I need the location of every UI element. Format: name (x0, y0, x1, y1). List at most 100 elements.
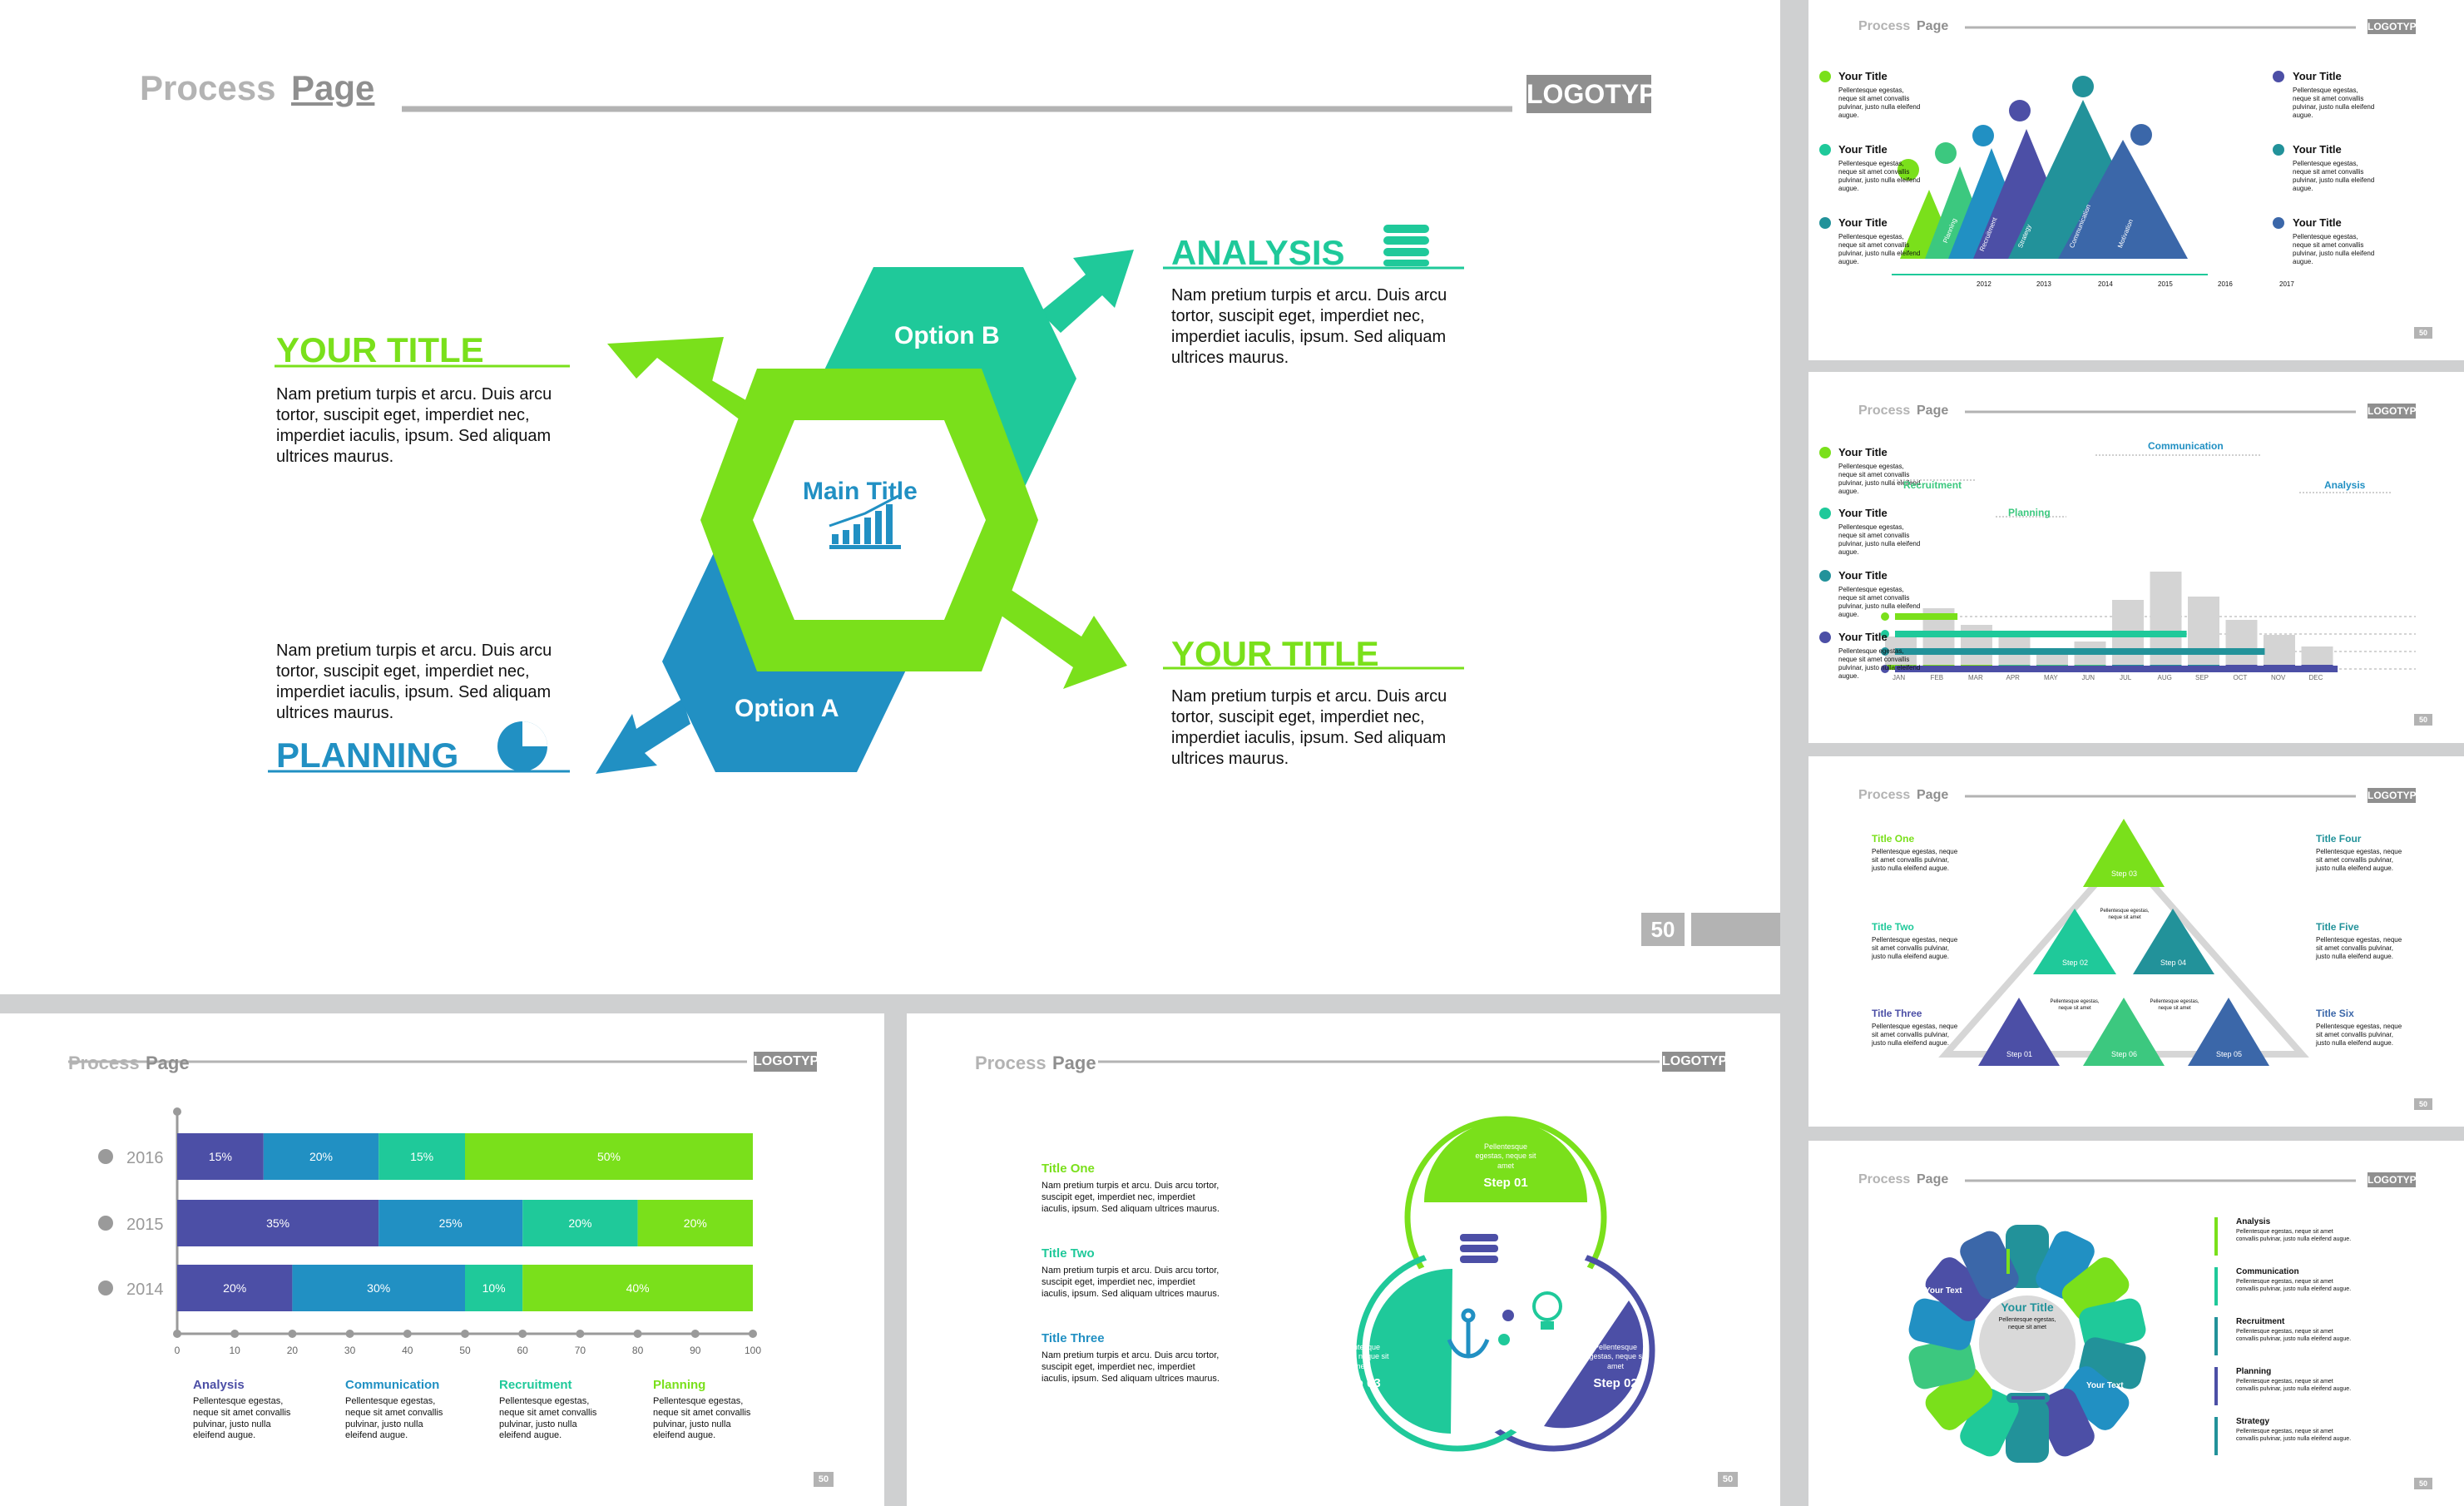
group-analysis: Analysis (2324, 479, 2366, 491)
step-03: Step 03 (2111, 869, 2138, 878)
database-icon (1460, 1234, 1498, 1263)
year-2014: 2014 (2098, 280, 2113, 288)
title-six-body: Pellentesque egestas, neque sit amet con… (2316, 1023, 2402, 1047)
legend-analysis: Analysis (193, 1378, 245, 1392)
legend-recruitment: Recruitment (499, 1378, 572, 1392)
stacked-bar-segment (637, 1200, 753, 1246)
lightbulb-icon (1532, 1291, 1562, 1330)
axis-tick (230, 1330, 240, 1338)
page-number-badge: 50 (1641, 913, 1685, 946)
title-five-body: Pellentesque egestas, neque sit amet con… (2316, 936, 2402, 960)
flower-item-planning: Planning (2236, 1367, 2272, 1376)
main-graphic (268, 106, 1512, 774)
flower-body-1: Pellentesque egestas, neque sit amet con… (2236, 1229, 2352, 1242)
progress-bar (1895, 648, 2265, 655)
people-icon (1881, 647, 1889, 656)
page-number: 50 (1718, 1472, 1738, 1487)
title-two: Title Two (1872, 921, 1914, 933)
money-bag-icon (98, 1281, 113, 1295)
pyramid-slide: Process Page LOGOTYPE Title One Pellente… (1808, 756, 2464, 1127)
pie-chart-icon (497, 721, 547, 771)
right-body-1: Pellentesque egestas, neque sit amet con… (2293, 87, 2375, 119)
analysis-body: Nam pretium turpis et arcu. Duis arcu to… (1171, 286, 1447, 367)
segment-label: 30% (367, 1281, 391, 1295)
flower-body-5: Pellentesque egestas, neque sit amet con… (2236, 1429, 2352, 1442)
analysis-heading: ANALYSIS (1171, 233, 1345, 272)
axis-tick (749, 1330, 757, 1338)
page-number: 50 (2414, 327, 2432, 339)
option-a-label: Option A (735, 695, 839, 722)
page-number: 50 (2414, 1098, 2432, 1110)
segment-label: 20% (223, 1281, 247, 1295)
flower-petal (1925, 1366, 1993, 1430)
month-label: JUL (2120, 674, 2132, 681)
circles-body-3: Nam pretium turpis et arcu. Duis arcu to… (1042, 1350, 1220, 1384)
stacked-bar-segment (522, 1200, 638, 1246)
body-3: Pellentesque egestas, neque sit amet con… (1838, 586, 1921, 618)
stacked-bar-segment (465, 1265, 523, 1311)
tick-label: 80 (631, 1345, 644, 1356)
circles-body-1: Nam pretium turpis et arcu. Duis arcu to… (1042, 1181, 1220, 1214)
triangles-slide: Process Page LOGOTYPE Your Title Pellent… (1808, 0, 2464, 360)
stacked-bar-slide: Process Page LOGOTYPE 15% 20% 15% 50% 2016 35… (0, 1013, 884, 1506)
year-2012: 2012 (1977, 280, 1991, 288)
segment-label: 15% (410, 1150, 434, 1163)
year-label: 2016 (126, 1149, 164, 1167)
flower-your-text-left: Your Text (1925, 1286, 1962, 1295)
tick-label: 30 (344, 1345, 356, 1356)
search-icon (1881, 665, 1889, 673)
right-body-3: Pellentesque egestas, neque sit amet con… (2293, 233, 2375, 265)
tick-label: 60 (517, 1345, 528, 1356)
your-title-heading-2: YOUR TITLE (1171, 634, 1379, 673)
stacked-bar-segment (177, 1200, 379, 1246)
stacked-bar-segment (522, 1265, 753, 1311)
header-process: Process (68, 1053, 140, 1073)
axis-tick (576, 1330, 585, 1338)
month-label: DEC (2308, 674, 2323, 681)
option-b-label: Option B (894, 322, 1000, 349)
group-recruitment: Recruitment (1903, 479, 1962, 491)
segment-label: 20% (309, 1150, 334, 1163)
tick-label: 0 (174, 1345, 181, 1356)
flower-petal (2079, 1298, 2146, 1350)
logotype-badge: LOGOTYPE (754, 1052, 828, 1072)
tick-label: 10 (229, 1345, 240, 1356)
month-label: AUG (2157, 674, 2172, 681)
logotype-badge: LOGOTYPE (2368, 19, 2423, 34)
flower-diagram (1908, 1179, 2356, 1463)
body-4: Pellentesque egestas, neque sit amet con… (1838, 647, 1921, 680)
header-process: Process (1858, 788, 1911, 802)
title-one: Title One (1872, 833, 1915, 845)
page-number-bar (1691, 913, 1780, 946)
month-bars (1819, 410, 2416, 673)
axis-tick (403, 1330, 412, 1338)
right-title-2: Your Title (2293, 143, 2342, 156)
stacked-bar-segment (292, 1265, 465, 1311)
circles-title-one: Title One (1042, 1162, 1095, 1176)
segment-label: 25% (438, 1216, 463, 1230)
month-label: FEB (1930, 674, 1944, 681)
flower-center-body: Pellentesque egestas, neque sit amet (1998, 1317, 2056, 1330)
left-title-3: Your Title (1838, 216, 1888, 229)
growth-chart-icon (829, 494, 901, 549)
flower-slide: Process Page LOGOTYPE Your Title Pellent… (1808, 1141, 2464, 1506)
axis-tick (633, 1330, 642, 1338)
flower-body-4: Pellentesque egestas, neque sit amet con… (2236, 1379, 2352, 1392)
flower-item-recruitment: Recruitment (2236, 1317, 2285, 1326)
months-slide: Process Page LOGOTYPE Your Title Pellent… (1808, 372, 2464, 743)
pyramid-diagram (1938, 795, 2356, 1066)
month-label: SEP (2195, 674, 2209, 681)
legend-body-1: Pellentesque egestas, neque sit amet con… (193, 1396, 291, 1441)
title-four-body: Pellentesque egestas, neque sit amet con… (2316, 848, 2402, 872)
title-two-body: Pellentesque egestas, neque sit amet con… (1872, 936, 1958, 960)
arrow-down-left (596, 699, 690, 774)
title-3: Your Title (1838, 569, 1888, 582)
year-2016: 2016 (2218, 280, 2233, 288)
year-2015: 2015 (2158, 280, 2173, 288)
stacked-bar-segment (465, 1133, 753, 1180)
stacked-bar-segment (177, 1133, 264, 1180)
title-one-body: Pellentesque egestas, neque sit amet con… (1872, 848, 1958, 872)
month-bar (2188, 597, 2219, 670)
axis-tick (345, 1330, 354, 1338)
title-four: Title Four (2316, 833, 2362, 845)
